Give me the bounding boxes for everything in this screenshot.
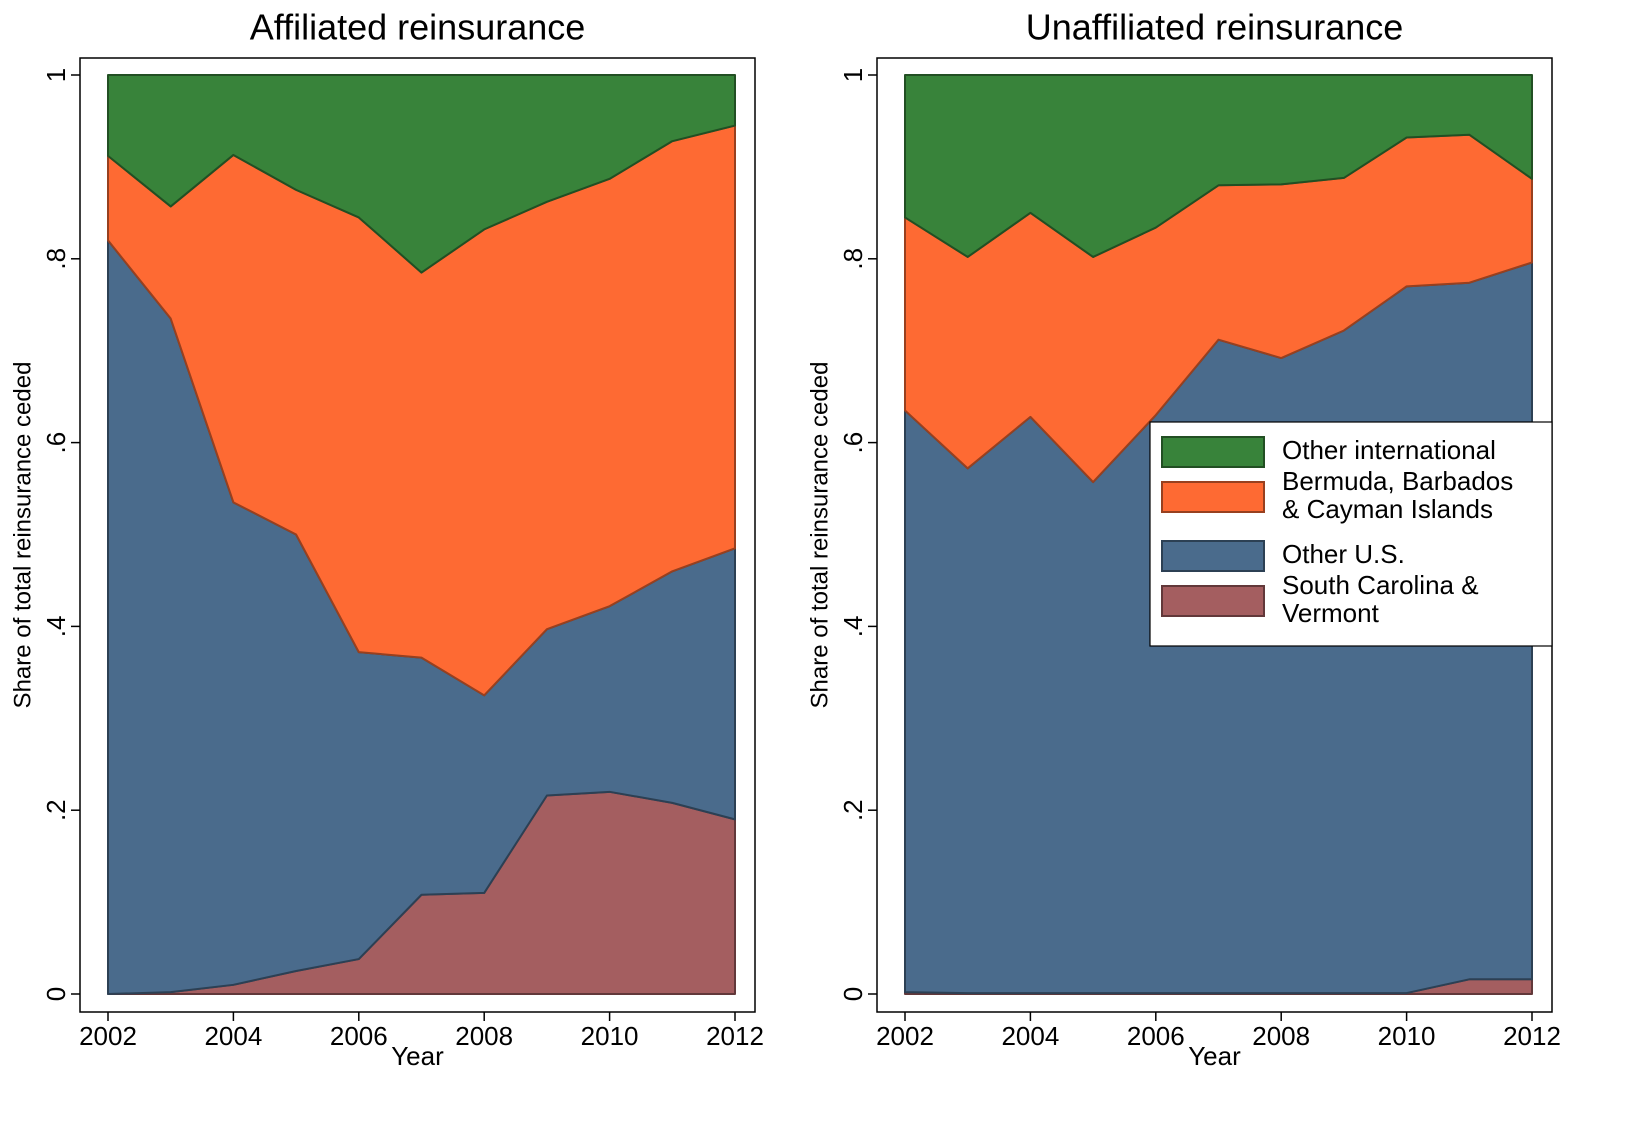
legend-label: Other international [1282,435,1496,465]
x-tick-label: 2006 [1127,1021,1185,1051]
x-axis-label: Year [391,1041,444,1071]
x-tick-label: 2002 [79,1021,137,1051]
y-axis-label: Share of total reinsurance ceded [9,362,36,709]
legend-label: Other U.S. [1282,539,1405,569]
panel: Affiliated reinsurance 0 .2 .4 .6 .8 1 2002 2004… [9,7,764,1071]
chart-title: Affiliated reinsurance [250,7,586,48]
y-tick-label: 0 [838,987,868,1001]
y-axis-label: Share of total reinsurance ceded [806,362,833,709]
chart-title: Unaffiliated reinsurance [1026,7,1404,48]
x-tick-label: 2008 [455,1021,513,1051]
area [904,74,1533,258]
plot-frame [79,57,756,1013]
x-tick-label: 2010 [581,1021,639,1051]
x-tick-label: 2012 [706,1021,764,1051]
x-tick-label: 2006 [330,1021,388,1051]
y-tick-label: .6 [41,432,71,454]
legend-label: Bermuda, Barbados & Cayman Islands [1282,466,1513,524]
x-axis-label: Year [1188,1041,1241,1071]
y-tick-label: 1 [41,68,71,82]
y-tick-label: .2 [41,799,71,821]
x-tick-label: 2002 [876,1021,934,1051]
x-tick-label: 2004 [204,1021,262,1051]
y-tick-label: .6 [838,432,868,454]
panel: Unaffiliated reinsurance 0 .2 .4 .6 .8 1 2002 20… [806,7,1561,1071]
legend-swatch [1161,436,1265,468]
x-tick-label: 2004 [1001,1021,1059,1051]
x-tick-label: 2010 [1378,1021,1436,1051]
y-tick-label: .2 [838,799,868,821]
y-tick-label: .4 [838,616,868,638]
y-tick-label: 1 [838,68,868,82]
y-tick-label: .4 [41,616,71,638]
x-tick-label: 2012 [1503,1021,1561,1051]
legend-label: South Carolina & Vermont [1282,570,1479,628]
legend-swatch [1161,481,1265,513]
legend-swatch [1161,540,1265,572]
y-tick-label: .8 [41,248,71,270]
y-tick-label: 0 [41,987,71,1001]
area [107,74,736,274]
y-tick-label: .8 [838,248,868,270]
x-tick-label: 2008 [1252,1021,1310,1051]
legend-swatch [1161,585,1265,617]
